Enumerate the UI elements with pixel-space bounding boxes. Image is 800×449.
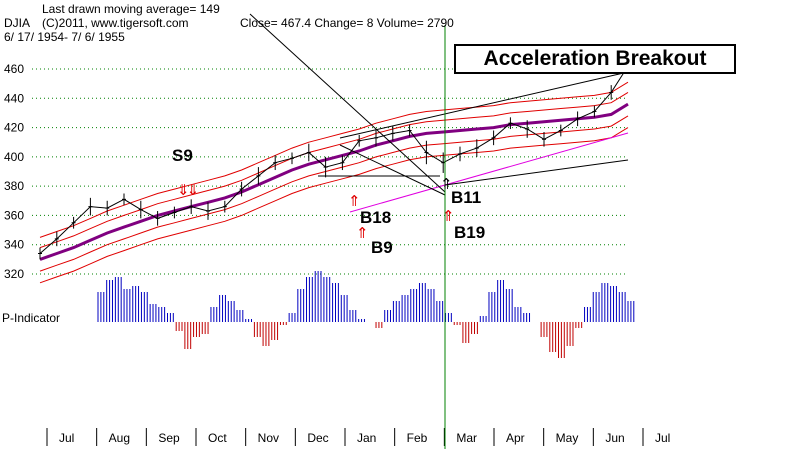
signal-b11-arrow: ⇑ <box>440 175 453 193</box>
band-lower-inner <box>39 115 629 272</box>
signal-s9-label: S9 <box>172 146 193 165</box>
x-tick-label: Jan <box>357 431 376 445</box>
y-tick-label: 320 <box>4 267 24 281</box>
signal-s9-arrow: ⇓⇓ <box>177 181 199 199</box>
x-tick-label: Feb <box>407 431 428 445</box>
y-tick-label: 360 <box>4 208 24 222</box>
p-indicator-label: P-Indicator <box>2 311 60 325</box>
y-tick-label: 400 <box>4 150 24 164</box>
x-tick-label: Aug <box>109 431 130 445</box>
header-ma-label: Last drawn moving average= 149 <box>42 2 220 16</box>
band-upper-inner <box>39 91 629 249</box>
signal-b18-label: B18 <box>360 208 392 227</box>
header-index-name: DJIA <box>4 16 31 30</box>
resistance-trendline <box>339 71 629 139</box>
x-tick-label: Jul <box>655 431 670 445</box>
header-copyright: (C)2011, www.tigersoft.com <box>42 16 189 30</box>
x-tick-label: May <box>556 431 579 445</box>
y-tick-label: 380 <box>4 179 24 193</box>
y-tick-label: 340 <box>4 238 24 252</box>
x-tick-label: Sep <box>158 431 180 445</box>
x-tick-label: Nov <box>258 431 279 445</box>
pointer-line-ma <box>249 13 446 193</box>
signal-b9-label: B9 <box>371 238 393 257</box>
x-tick-label: Jul <box>59 431 74 445</box>
y-tick-label: 440 <box>4 91 24 105</box>
moving-average-line <box>39 102 629 261</box>
header-close-stats: Close= 467.4 Change= 8 Volume= 2790 <box>240 16 454 30</box>
signal-b11-label: B11 <box>451 188 482 207</box>
pointer-line-b11 <box>339 144 446 196</box>
band-lower-outer <box>39 127 629 284</box>
x-tick-label: Apr <box>506 431 525 445</box>
signal-b19-label: B19 <box>454 223 486 242</box>
signal-b9-arrow: ⇑ <box>356 224 369 242</box>
y-tick-label: 420 <box>4 121 24 135</box>
pointer-line-upper <box>444 159 629 186</box>
x-tick-label: Jun <box>605 431 624 445</box>
title-box: Acceleration Breakout <box>454 44 736 74</box>
y-tick-label: 460 <box>4 62 24 76</box>
x-tick-label: Dec <box>307 431 328 445</box>
x-tick-label: Oct <box>208 431 227 445</box>
signal-b18-arrow: ⇑ <box>348 192 361 210</box>
x-tick-label: Mar <box>456 431 477 445</box>
signal-b19-arrow: ⇑ <box>442 207 455 225</box>
price-line <box>39 65 629 254</box>
band-upper-outer <box>39 81 629 238</box>
header-date-range: 6/ 17/ 1954- 7/ 6/ 1955 <box>4 30 125 44</box>
support-trendline <box>349 132 629 213</box>
